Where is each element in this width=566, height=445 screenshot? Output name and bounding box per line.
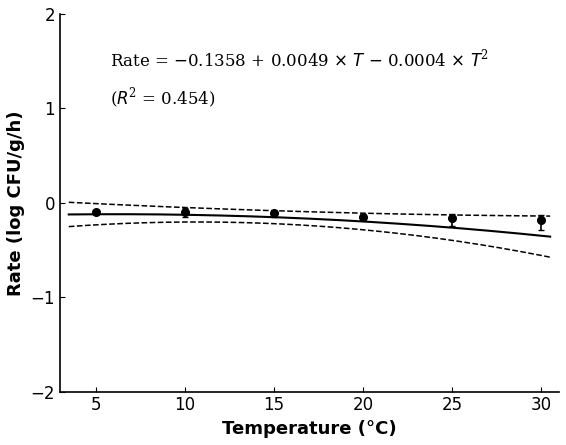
X-axis label: Temperature (°C): Temperature (°C) — [222, 420, 397, 438]
Text: Rate = $-$0.1358 + 0.0049 $\times$ $\mathit{T}$ $-$ 0.0004 $\times$ $\mathit{T}$: Rate = $-$0.1358 + 0.0049 $\times$ $\mat… — [110, 48, 488, 110]
Y-axis label: Rate (log CFU/g/h): Rate (log CFU/g/h) — [7, 110, 25, 295]
